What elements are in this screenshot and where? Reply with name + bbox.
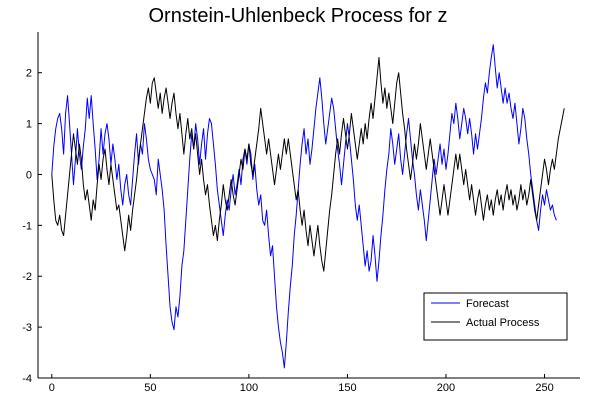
x-tick-label: 50 xyxy=(144,382,156,394)
x-tick-label: 100 xyxy=(240,382,258,394)
series-line-actual-process xyxy=(51,56,565,272)
legend-label: Forecast xyxy=(466,298,509,310)
legend-box xyxy=(423,292,568,341)
series-layer xyxy=(51,44,565,369)
x-tick-label: 200 xyxy=(437,382,455,394)
x-tick-label: 250 xyxy=(535,382,553,394)
y-tick-label: -2 xyxy=(22,271,32,283)
axes: 0 50 100 150 200 250 -4 -3 -2 -1 0 1 2 xyxy=(22,32,580,394)
y-tick-label: 0 xyxy=(26,169,32,181)
x-tick-label: 0 xyxy=(49,382,55,394)
chart-title: Ornstein-Uhlenbeck Process for z xyxy=(148,5,447,27)
y-tick-label: 1 xyxy=(26,119,32,131)
y-tick-label: -1 xyxy=(22,220,32,232)
legend: Forecast Actual Process xyxy=(423,292,568,341)
series-line-forecast xyxy=(51,44,557,369)
y-tick-label: -3 xyxy=(22,322,32,334)
legend-label: Actual Process xyxy=(466,317,540,329)
y-tick-label: -4 xyxy=(22,373,32,385)
y-tick-label: 2 xyxy=(26,68,32,80)
x-tick-label: 150 xyxy=(338,382,356,394)
